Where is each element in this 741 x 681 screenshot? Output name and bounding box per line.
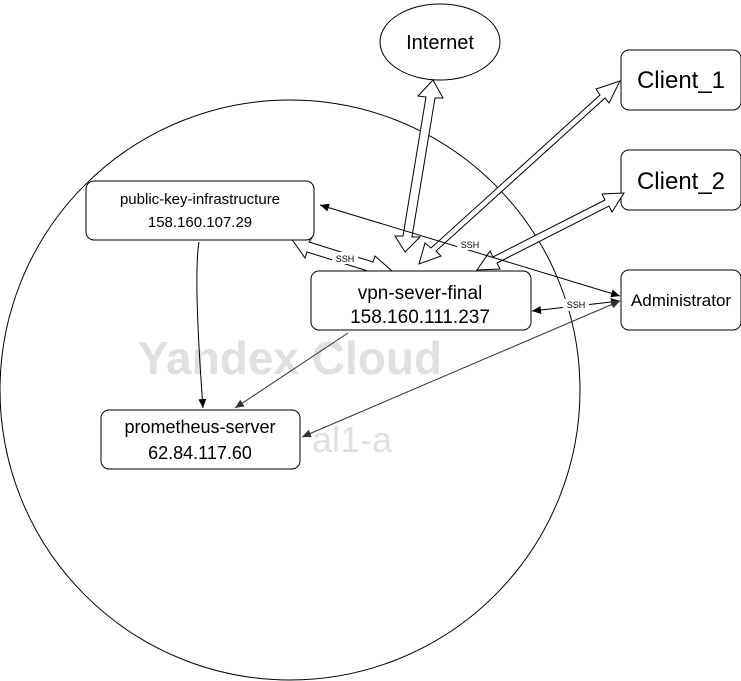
client-1-label: Client_1: [637, 67, 725, 94]
vpn-client2-double-arrow: [477, 193, 624, 270]
vpn-name: vpn-sever-final: [358, 283, 483, 304]
ssh-label-pki-vpn: SSH: [336, 254, 355, 264]
vpn-client1-double-arrow: [419, 81, 620, 264]
vpn-ip: 158.160.111.237: [350, 307, 490, 328]
ssh-label-vpn-admin: SSH: [567, 300, 586, 310]
prometheus-ip: 62.84.117.60: [148, 443, 252, 463]
internet-label: Internet: [406, 32, 474, 54]
prometheus-name: prometheus-server: [124, 417, 275, 437]
pki-name: public-key-infrastructure: [120, 191, 280, 208]
client-2-label: Client_2: [637, 168, 725, 195]
pki-ip: 158.160.107.29: [148, 214, 252, 231]
zone-watermark: al1-a: [312, 419, 393, 460]
vpn-internet-double-arrow: [395, 80, 443, 252]
cloud-watermark: Yandex Cloud: [138, 332, 442, 384]
ssh-label-pki-admin: SSH: [461, 240, 480, 250]
pki-node[interactable]: [86, 181, 314, 240]
administrator-label: Administrator: [631, 291, 731, 310]
